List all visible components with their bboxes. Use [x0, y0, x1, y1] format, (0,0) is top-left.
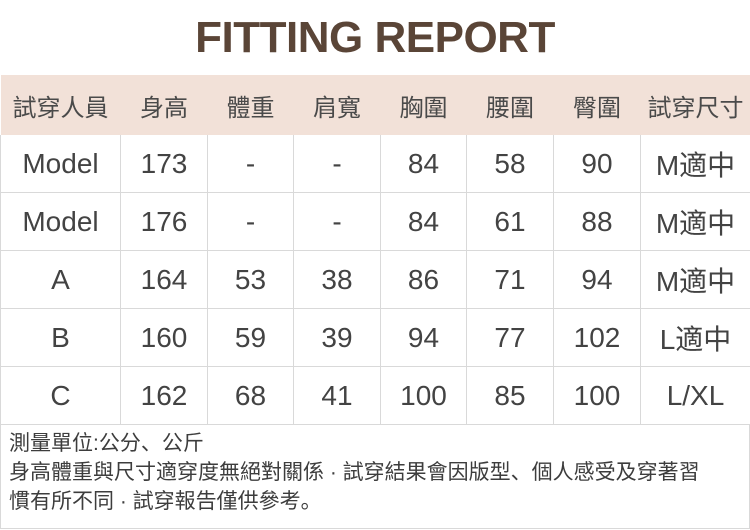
table-row: Model 176- -84 61 88 M適中	[0, 192, 750, 251]
table-cell: 61	[466, 192, 554, 251]
table-cell: L/XL	[640, 366, 750, 425]
table-cell: 94	[553, 250, 641, 309]
fitting-table: 試穿人員 身高 體重 肩寬 胸圍 腰圍 臀圍 試穿尺寸 Model 173- -84 58 90 M適中…	[0, 75, 750, 425]
table-cell: 162	[120, 366, 208, 425]
table-cell: 94	[380, 308, 467, 367]
table-cell: 84	[380, 192, 467, 251]
table-cell: -	[207, 135, 294, 193]
column-header: 臀圍	[553, 75, 641, 135]
table-row: A 164 53 38 86 71 94 M適中	[0, 250, 750, 309]
table-cell: C	[0, 366, 121, 425]
table-cell: M適中	[640, 250, 750, 309]
column-header: 腰圍	[466, 75, 554, 135]
table-cell: 102	[553, 308, 641, 367]
table-cell: -	[293, 135, 381, 193]
table-row: Model 173- -84 58 90 M適中	[0, 135, 750, 193]
column-header: 試穿人員	[0, 75, 121, 135]
table-cell: 160	[120, 308, 208, 367]
table-cell: 41	[293, 366, 381, 425]
table-header-row: 試穿人員 身高 體重 肩寬 胸圍 腰圍 臀圍 試穿尺寸	[0, 75, 750, 135]
column-header: 試穿尺寸	[640, 75, 750, 135]
table-cell: Model	[0, 135, 121, 193]
table-cell: L適中	[640, 308, 750, 367]
table-cell: 39	[293, 308, 381, 367]
table-cell: Model	[0, 192, 121, 251]
table-cell: 77	[466, 308, 554, 367]
column-header: 肩寬	[293, 75, 381, 135]
table-cell: 38	[293, 250, 381, 309]
table-row: B 160 59 39 94 77 102 L適中	[0, 308, 750, 367]
table-cell: 100	[553, 366, 641, 425]
page-title: FITTING REPORT	[195, 12, 555, 62]
footnote-disclaimer-line-2: 慣有所不同 · 試穿報告僅供參考。	[9, 490, 322, 513]
column-header: 胸圍	[380, 75, 467, 135]
table-cell: 68	[207, 366, 294, 425]
table-cell: 90	[553, 135, 641, 193]
table-cell: 58	[466, 135, 554, 193]
table-footnote: 測量單位:公分、公斤 身高體重與尺寸適穿度無絕對關係 · 試穿結果會因版型、個人…	[0, 425, 750, 529]
table-cell: -	[207, 192, 294, 251]
table-cell: 86	[380, 250, 467, 309]
table-body: Model 173- -84 58 90 M適中 Model 176- -84 61 88 M適中 A 1…	[0, 135, 750, 425]
table-cell: 85	[466, 366, 554, 425]
table-cell: B	[0, 308, 121, 367]
table-cell: A	[0, 250, 121, 309]
column-header: 身高	[120, 75, 208, 135]
table-cell: 173	[120, 135, 208, 193]
column-header: 體重	[207, 75, 294, 135]
table-cell: 100	[380, 366, 467, 425]
table-cell: M適中	[640, 135, 750, 193]
table-cell: -	[293, 192, 381, 251]
table-cell: 84	[380, 135, 467, 193]
footnote-units-line: 測量單位:公分、公斤	[9, 432, 204, 455]
table-cell: 59	[207, 308, 294, 367]
table-cell: 164	[120, 250, 208, 309]
footnote-disclaimer-line-1: 身高體重與尺寸適穿度無絕對關係 · 試穿結果會因版型、個人感受及穿著習	[9, 461, 700, 484]
table-cell: M適中	[640, 192, 750, 251]
table-row: C 162 68 41 100 85 100 L/XL	[0, 366, 750, 425]
table-cell: 88	[553, 192, 641, 251]
table-cell: 176	[120, 192, 208, 251]
table-cell: 71	[466, 250, 554, 309]
table-cell: 53	[207, 250, 294, 309]
